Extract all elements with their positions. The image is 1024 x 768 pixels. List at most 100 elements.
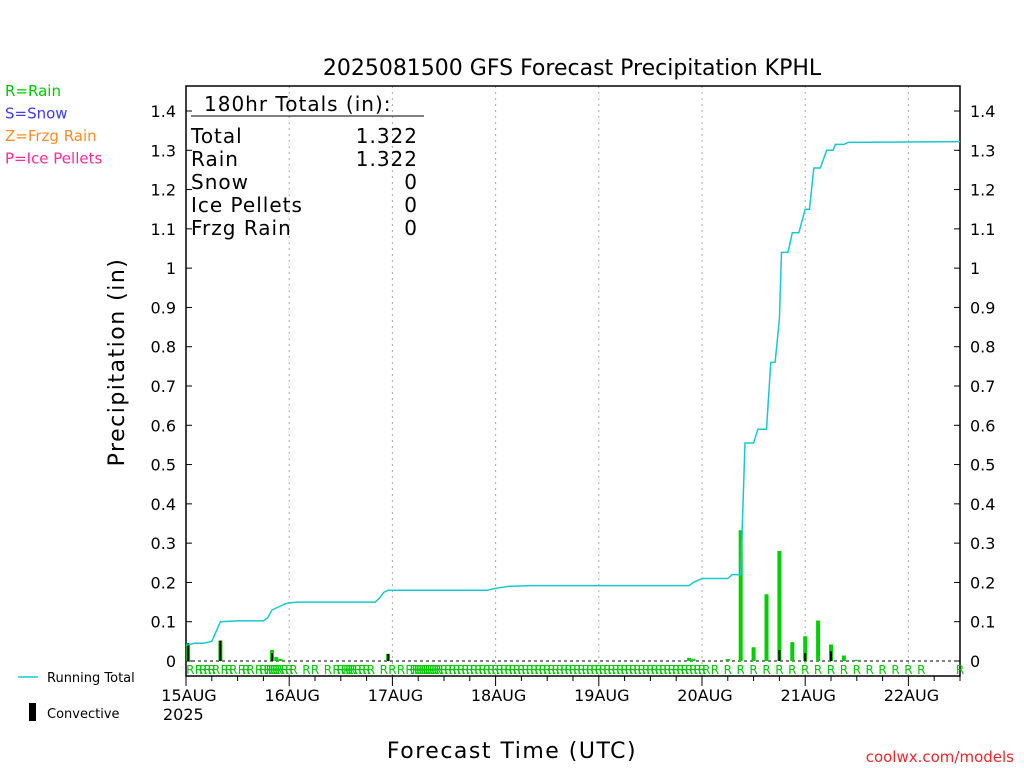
precip-type-letter: R [534, 663, 542, 677]
y-tick-label: 1 [166, 259, 176, 278]
precip-type-letter: R [186, 663, 194, 677]
totals-value: 1.322 [356, 124, 418, 148]
totals-box: 180hr Totals (in): Total 1.322 Rain 1.322 Sno… [190, 92, 424, 240]
precip-type-letter: R [448, 663, 456, 677]
precip-bar [725, 659, 730, 661]
precip-type-letter: R [814, 663, 822, 677]
precip-type-letter: R [762, 663, 770, 677]
precip-type-letter: R [509, 663, 517, 677]
type-legend-entry: S=Snow [5, 105, 68, 123]
precip-type-letter: R [302, 663, 310, 677]
precip-type-letter: R [543, 663, 551, 677]
precip-type-letter: R [436, 663, 444, 677]
precip-type-letter: R [268, 663, 276, 677]
precip-bar [803, 636, 808, 661]
precip-type-letter: R [681, 663, 689, 677]
precip-type-letter: R [431, 663, 439, 677]
precip-type-letter: R [698, 663, 706, 677]
precip-type-letter: R [685, 663, 693, 677]
precip-type-letter: R [663, 663, 671, 677]
convective-legend: Convective [47, 707, 120, 722]
y-tick-label: 0.3 [151, 534, 176, 553]
y-tick-label-right: 0.3 [970, 534, 995, 553]
precip-bar [278, 659, 283, 661]
x-axis: 15AUG 16AUG 17AUG 18AUG 19AUG 20AUG 21AUG 22AUG [161, 676, 961, 705]
credit-text: coolwx.com/models [866, 748, 1014, 766]
y-tick-label: 0.6 [151, 416, 176, 435]
precip-type-letter: R [388, 663, 396, 677]
y-tick-label: 1.3 [151, 141, 176, 160]
precip-type-letter: R [586, 663, 594, 677]
chart-title: 2025081500 GFS Forecast Precipitation KP… [323, 56, 822, 81]
precip-type-letter: R [255, 663, 263, 677]
precip-type-letter: R [479, 663, 487, 677]
precip-type-letter: R [612, 663, 620, 677]
precip-type-letter: R [341, 663, 349, 677]
precip-type-letter: R [603, 663, 611, 677]
x-tick-label: 15AUG [161, 686, 216, 705]
totals-label: Frzg Rain [191, 216, 292, 240]
y-tick-label: 0 [166, 652, 176, 671]
precip-type-letter: R [429, 663, 437, 677]
precip-type-letter: R [702, 663, 710, 677]
precip-type-letter: R [367, 663, 375, 677]
precip-type-letter: R [427, 663, 435, 677]
precip-type-letter: R [285, 663, 293, 677]
precip-type-letter: R [410, 663, 418, 677]
precip-bar [751, 647, 756, 661]
precip-bar [854, 659, 859, 661]
precip-type-letter: R [423, 663, 431, 677]
precip-type-letter: R [522, 663, 530, 677]
precip-bar [687, 657, 692, 661]
y-tick-label: 0.1 [151, 613, 176, 632]
precip-type-letter: R [311, 663, 319, 677]
y-tick-label: 0.8 [151, 338, 176, 357]
x-tick-label: 17AUG [368, 686, 423, 705]
precip-type-letter: R [904, 663, 912, 677]
y-tick-label-right: 1.2 [970, 181, 995, 200]
precip-bar [274, 657, 279, 661]
precip-type-letter: R [281, 663, 289, 677]
precip-type-letter: R [569, 663, 577, 677]
convective-bar [804, 653, 807, 661]
precip-type-letter: R [418, 663, 426, 677]
precip-bar [738, 530, 743, 661]
convective-bar [219, 640, 222, 661]
x-tick-label: 21AUG [780, 686, 835, 705]
totals-header: 180hr Totals (in): [204, 92, 392, 116]
precip-type-letter: R [737, 663, 745, 677]
totals-label: Total [190, 124, 243, 148]
precip-type-letter: R [264, 663, 272, 677]
precip-type-letter: R [350, 663, 358, 677]
totals-value: 1.322 [356, 147, 418, 171]
x-tick-label: 19AUG [574, 686, 629, 705]
precip-type-letter: R [345, 663, 353, 677]
precip-type-letter: R [517, 663, 525, 677]
precip-bar [841, 655, 846, 661]
precip-type-letter: R [221, 663, 229, 677]
precip-type-letter: R [711, 663, 719, 677]
y-tick-label: 1.4 [151, 102, 176, 121]
running-total-line [185, 140, 961, 647]
precip-type-letter: R [195, 663, 203, 677]
precip-type-letter: R [827, 663, 835, 677]
convective-bar [778, 650, 781, 661]
precip-type-letter: R [616, 663, 624, 677]
precip-type-letter: R [530, 663, 538, 677]
convective-bar [271, 653, 273, 661]
precip-type-letter: R [577, 663, 585, 677]
precip-type-letter: R [582, 663, 590, 677]
precip-type-letter: R [343, 663, 351, 677]
precip-bar [691, 659, 696, 661]
precip-type-letter: R [646, 663, 654, 677]
y-tick-label: 1.1 [151, 220, 176, 239]
x-tick-label: 20AUG [677, 686, 732, 705]
precip-type-letter: R [272, 663, 280, 677]
precip-type-letter: R [801, 663, 809, 677]
precip-type-letter: R [470, 663, 478, 677]
precip-type-letter: R [324, 663, 332, 677]
precip-type-letter: R [380, 663, 388, 677]
precip-type-letter: R [788, 663, 796, 677]
precip-type-letter: R [203, 663, 211, 677]
precip-type-letter: R [420, 663, 428, 677]
